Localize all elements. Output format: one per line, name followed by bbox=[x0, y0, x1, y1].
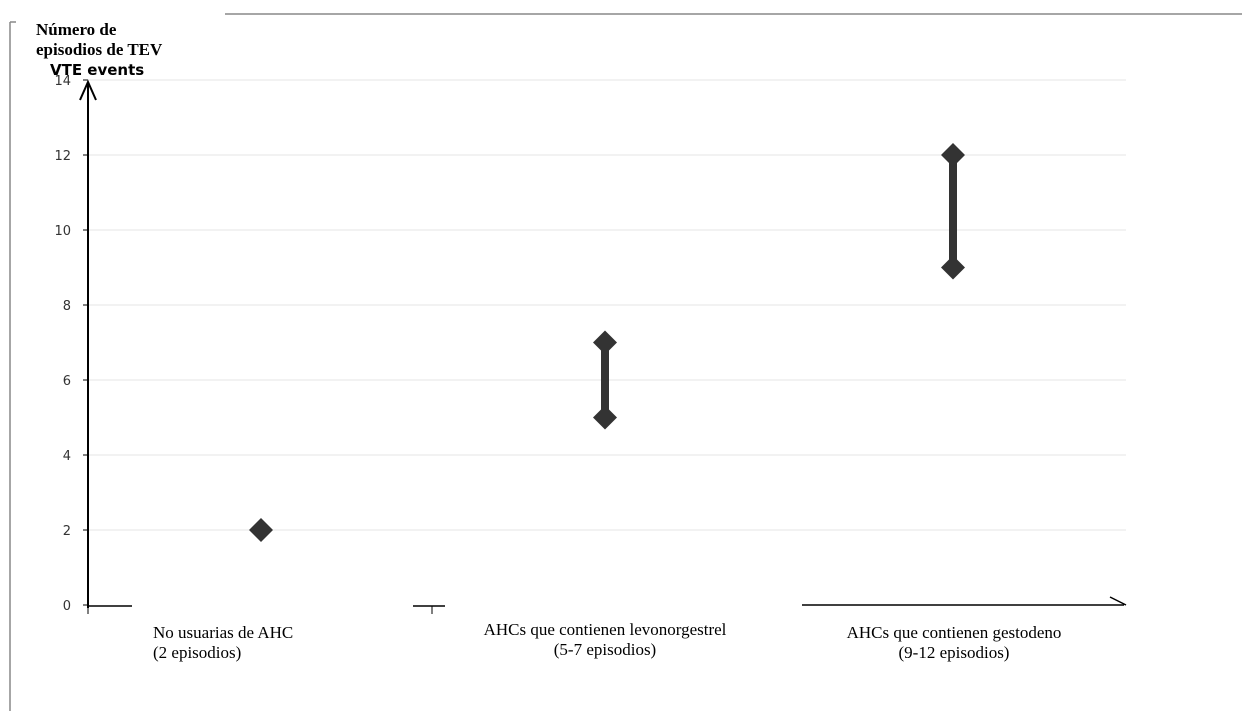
y-axis-label-line-2: episodios de TEV bbox=[36, 40, 163, 59]
range-markers bbox=[249, 143, 965, 542]
category-label-2: AHCs que contienen levonorgestrel (5-7 e… bbox=[454, 620, 756, 660]
x-axis-end-stroke bbox=[1109, 596, 1127, 606]
range-min-marker bbox=[249, 518, 273, 542]
range-min-marker bbox=[593, 405, 617, 430]
y-tick-label: 10 bbox=[54, 224, 71, 239]
range-min-marker bbox=[941, 255, 965, 280]
y-tick-label: 12 bbox=[54, 149, 71, 164]
category-label-1: No usuarias de AHC (2 episodios) bbox=[153, 623, 293, 663]
y-tick-labels: 0 2 4 6 8 10 12 14 bbox=[54, 74, 88, 614]
range-max-marker bbox=[941, 143, 965, 167]
y-tick-label: 2 bbox=[63, 524, 71, 539]
category-name: AHCs que contienen gestodeno bbox=[846, 623, 1062, 642]
y-axis-label: Número de episodios de TEV bbox=[36, 20, 162, 60]
y-axis-label-line-1: Número de bbox=[36, 20, 117, 39]
range-max-marker bbox=[593, 330, 617, 355]
y-axis-overlap-label: VTE events bbox=[50, 61, 144, 79]
y-axis-arrow bbox=[79, 79, 97, 101]
category-name: AHCs que contienen levonorgestrel bbox=[483, 620, 727, 639]
y-tick-label: 4 bbox=[63, 449, 71, 464]
category-detail: (9-12 episodios) bbox=[898, 643, 1010, 662]
category-name: No usuarias de AHC bbox=[153, 623, 294, 642]
y-tick-label: 0 bbox=[63, 599, 71, 614]
y-tick-label: 6 bbox=[63, 374, 71, 389]
y-tick-label: 14 bbox=[54, 74, 71, 89]
gridlines bbox=[88, 79, 1126, 531]
category-label-3: AHCs que contienen gestodeno (9-12 episo… bbox=[800, 623, 1108, 663]
category-detail: (2 episodios) bbox=[153, 643, 242, 662]
category-detail: (5-7 episodios) bbox=[553, 640, 657, 659]
y-tick-label: 8 bbox=[63, 299, 71, 314]
